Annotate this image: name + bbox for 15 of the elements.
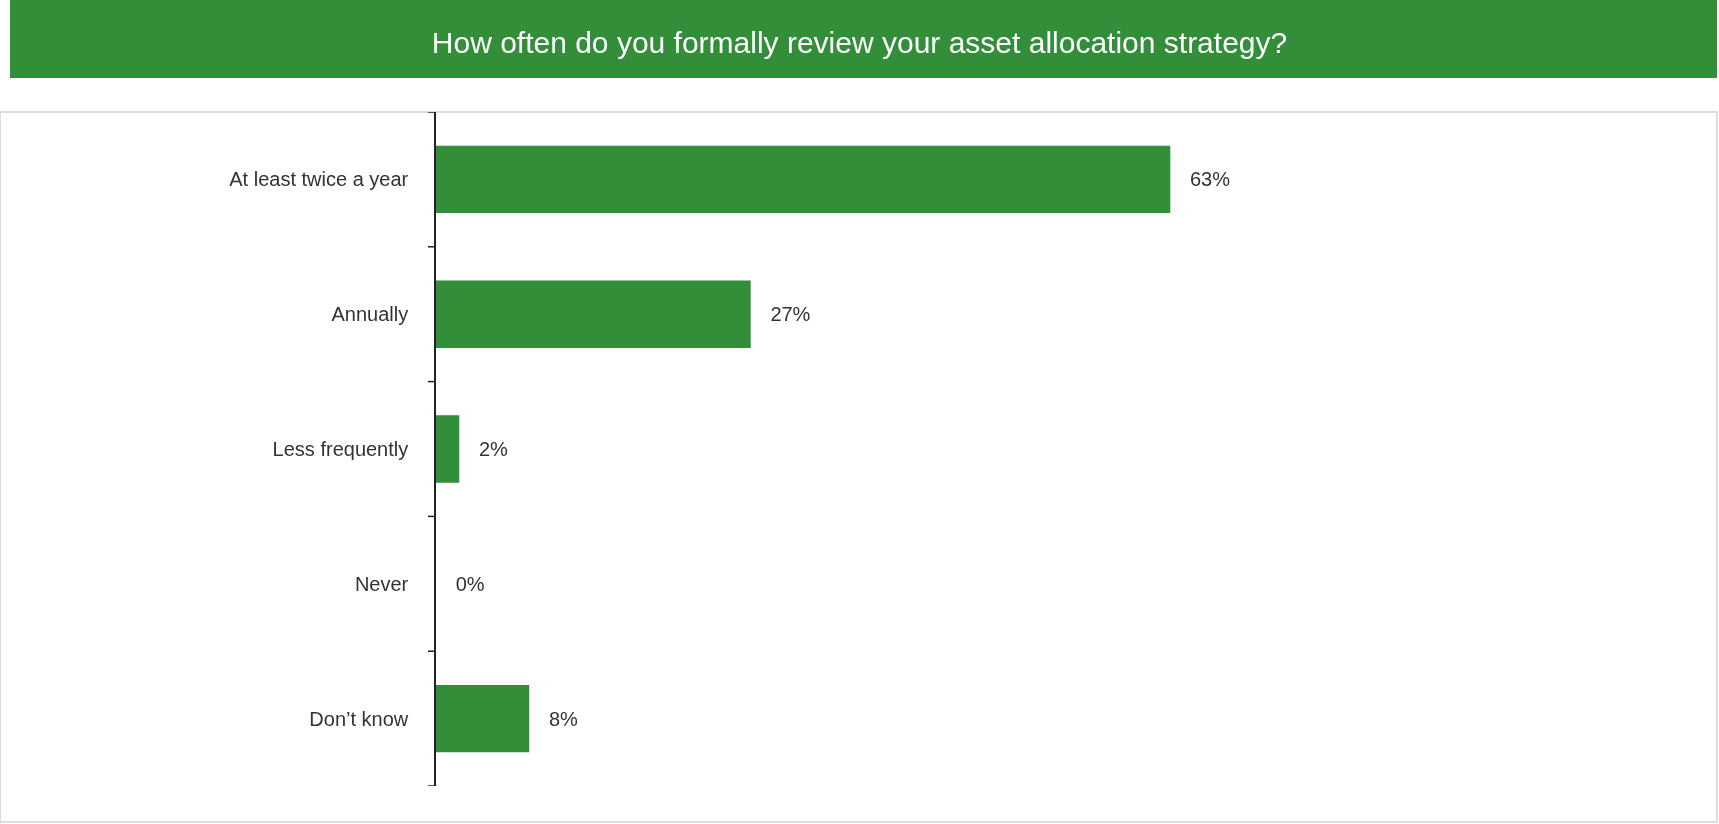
y-tick-label: Annually (331, 303, 409, 326)
bar (436, 684, 530, 753)
data-label: 8% (532, 707, 579, 730)
data-label: 63% (1173, 168, 1231, 191)
y-tick-label: At least twice a year (229, 168, 409, 191)
bar (436, 415, 460, 483)
y-tick-label: Never (354, 572, 409, 595)
y-tick-label: Don’t know (309, 707, 409, 730)
data-label: 2% (462, 438, 509, 460)
data-label: 0% (439, 572, 485, 595)
y-tick-label: Less frequently (272, 438, 409, 460)
bar (436, 145, 1171, 214)
bar (436, 280, 751, 348)
data-label: 27% (753, 303, 811, 326)
chart-title: How often do you formally review your asset allocation strategy? (431, 25, 1288, 59)
